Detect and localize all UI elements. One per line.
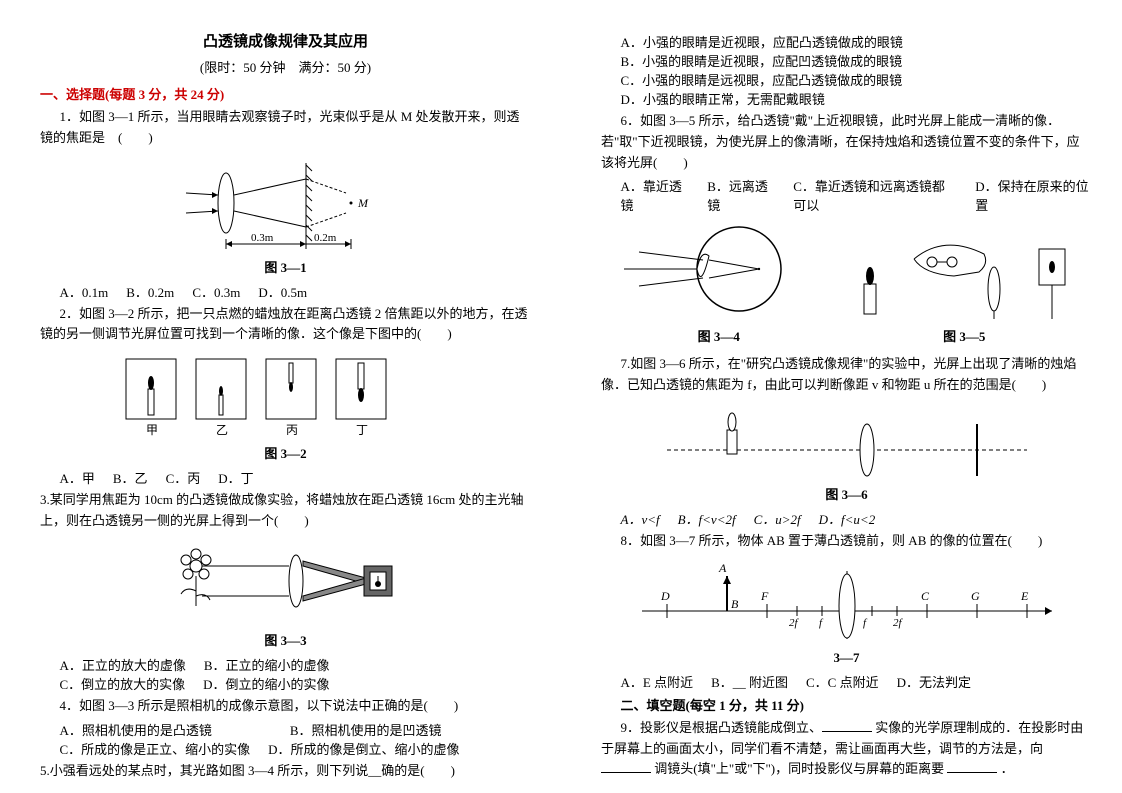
q1-stem: 1．如图 3—1 所示，当用眼睛去观察镜子时，光束似乎是从 M 处发散开来，则透… bbox=[40, 107, 531, 149]
q5-A: A．小强的眼睛是近视眼，应配凸透镜做成的眼镜 bbox=[621, 32, 1093, 51]
q7-stem: 7.如图 3—6 所示，在"研究凸透镜成像规律"的实验中，光屏上出现了清晰的烛焰… bbox=[601, 354, 1092, 396]
q8-C: C．C 点附近 bbox=[806, 672, 879, 691]
fig-3-2: 甲乙丙丁 bbox=[40, 349, 531, 439]
q6-stem: 6．如图 3—5 所示，给凸透镜"戴"上近视眼镜，此时光屏上能成一清晰的像．若"… bbox=[601, 111, 1092, 173]
q6-options: A．靠近透镜 B．远离透镜 C．靠近透镜和远离透镜都可以 D．保持在原来的位置 bbox=[621, 176, 1093, 214]
fig-3-4-label: 图 3—4 bbox=[619, 326, 819, 345]
subtitle: (限时：50 分钟 满分：50 分) bbox=[40, 57, 531, 76]
title: 凸透镜成像规律及其应用 bbox=[40, 30, 531, 51]
q8-stem: 8．如图 3—7 所示，物体 AB 置于薄凸透镜前，则 AB 的像的位置在( ) bbox=[601, 531, 1092, 552]
fig-3-1-label: 图 3—1 bbox=[40, 257, 531, 276]
q6-B: B．远离透镜 bbox=[707, 176, 775, 214]
q5-options: A．小强的眼睛是近视眼，应配凸透镜做成的眼镜 B．小强的眼睛是近视眼，应配凹透镜… bbox=[621, 32, 1093, 108]
label-M: M bbox=[357, 196, 369, 210]
q4-options: A．照相机使用的是凸透镜 B．照相机使用的是凹透镜 C．所成的像是正立、缩小的实像… bbox=[60, 720, 532, 758]
q5-B: B．小强的眼睛是近视眼，应配凹透镜做成的眼镜 bbox=[621, 51, 1093, 70]
q9-blank3[interactable] bbox=[947, 760, 997, 773]
fig-3-5-label: 图 3—5 bbox=[854, 326, 1074, 345]
d2-label: 0.2m bbox=[314, 232, 337, 244]
q7-B: B．f<v<2f bbox=[678, 509, 736, 528]
svg-text:丙: 丙 bbox=[286, 423, 298, 437]
section2-heading: 二、填空题(每空 1 分，共 11 分) bbox=[601, 695, 1092, 714]
svg-text:E: E bbox=[1020, 589, 1029, 603]
fig-3-6 bbox=[601, 400, 1092, 480]
q2-A: A．甲 bbox=[60, 468, 95, 487]
q4-B: B．照相机使用的是凹透镜 bbox=[290, 720, 442, 739]
svg-text:丁: 丁 bbox=[356, 423, 368, 437]
q5-D: D．小强的眼睛正常，无需配戴眼镜 bbox=[621, 89, 1093, 108]
q3-C: C．倒立的放大的实像 bbox=[60, 674, 186, 693]
fig-3-7-label: 3—7 bbox=[601, 650, 1092, 666]
q9: 9．投影仪是根据凸透镜能成倒立、 实像的光学原理制成的．在投影时由于屏幕上的画面… bbox=[601, 718, 1092, 780]
svg-text:D: D bbox=[660, 589, 670, 603]
q4-D: D．所成的像是倒立、缩小的虚像 bbox=[268, 739, 459, 758]
fig-3-1: M 0.3m 0.2m bbox=[40, 153, 531, 253]
svg-text:G: G bbox=[971, 589, 980, 603]
q9-pre: 9．投影仪是根据凸透镜能成倒立、 bbox=[621, 720, 823, 735]
figs-3-4-5: 图 3—4 图 3—5 bbox=[601, 214, 1092, 351]
q9-blank2[interactable] bbox=[601, 760, 651, 773]
svg-text:C: C bbox=[921, 589, 930, 603]
q3-B: B．正立的缩小的虚像 bbox=[204, 655, 330, 674]
svg-text:A: A bbox=[718, 561, 727, 575]
svg-text:甲: 甲 bbox=[146, 423, 158, 437]
q1-B: B．0.2m bbox=[126, 282, 174, 301]
svg-text:f: f bbox=[819, 617, 824, 629]
q2-B: B．乙 bbox=[113, 468, 148, 487]
q8-D: D．无法判定 bbox=[897, 672, 971, 691]
q8-B: B．__ 附近图 bbox=[711, 672, 788, 691]
q2-C: C．丙 bbox=[166, 468, 201, 487]
q1-D: D．0.5m bbox=[258, 282, 307, 301]
q6-D: D．保持在原来的位置 bbox=[975, 176, 1092, 214]
q4-stem: 4．如图 3—3 所示是照相机的成像示意图，以下说法中正确的是( ) bbox=[40, 696, 531, 717]
q8-A: A．E 点附近 bbox=[621, 672, 694, 691]
svg-text:F: F bbox=[760, 589, 769, 603]
q5-stem: 5.小强看远处的某点时，其光路如图 3—4 所示，则下列说__确的是( ) bbox=[40, 761, 531, 782]
fig-3-2-label: 图 3—2 bbox=[40, 443, 531, 462]
q4-C: C．所成的像是正立、缩小的实像 bbox=[60, 739, 251, 758]
fig-3-3 bbox=[40, 536, 531, 626]
q3-A: A．正立的放大的虚像 bbox=[60, 655, 186, 674]
fig-3-6-label: 图 3—6 bbox=[601, 484, 1092, 503]
q4-A: A．照相机使用的是凸透镜 bbox=[60, 720, 212, 739]
q7-options: A．v<f B．f<v<2f C．u>2f D．f<u<2 bbox=[621, 509, 1093, 528]
fig-3-3-label: 图 3—3 bbox=[40, 630, 531, 649]
svg-text:2f: 2f bbox=[789, 617, 800, 629]
q8-options: A．E 点附近 B．__ 附近图 C．C 点附近 D．无法判定 bbox=[621, 672, 1093, 691]
q6-A: A．靠近透镜 bbox=[621, 176, 690, 214]
q7-D: D．f<u<2 bbox=[819, 509, 876, 528]
q1-A: A．0.1m bbox=[60, 282, 109, 301]
q2-stem: 2．如图 3—2 所示，把一只点燃的蜡烛放在距离凸透镜 2 倍焦距以外的地方，在… bbox=[40, 304, 531, 346]
q3-stem: 3.某同学用焦距为 10cm 的凸透镜做成像实验，将蜡烛放在距凸透镜 16cm … bbox=[40, 490, 531, 532]
q3-D: D．倒立的缩小的实像 bbox=[203, 674, 329, 693]
q1-C: C．0.3m bbox=[192, 282, 240, 301]
q3-options: A．正立的放大的虚像 B．正立的缩小的虚像 C．倒立的放大的实像 D．倒立的缩小的实… bbox=[60, 655, 532, 693]
fig-3-7: D A B F 2f f f 2f C G E bbox=[601, 556, 1092, 646]
q2-D: D．丁 bbox=[218, 468, 253, 487]
q7-C: C．u>2f bbox=[754, 509, 801, 528]
q9-end: ． bbox=[1001, 761, 1014, 776]
svg-text:乙: 乙 bbox=[216, 423, 228, 437]
svg-text:2f: 2f bbox=[893, 617, 904, 629]
svg-text:B: B bbox=[731, 597, 739, 611]
q2-options: A．甲 B．乙 C．丙 D．丁 bbox=[60, 468, 532, 487]
q9-mid2: 调镜头(填"上"或"下")，同时投影仪与屏幕的距离要 bbox=[654, 761, 944, 776]
d1-label: 0.3m bbox=[251, 232, 274, 244]
q7-A: A．v<f bbox=[621, 509, 660, 528]
svg-text:f: f bbox=[863, 617, 868, 629]
q1-options: A．0.1m B．0.2m C．0.3m D．0.5m bbox=[60, 282, 532, 301]
q5-C: C．小强的眼睛是远视眼，应配凸透镜做成的眼镜 bbox=[621, 70, 1093, 89]
section1-heading: 一、选择题(每题 3 分，共 24 分) bbox=[40, 84, 531, 103]
q6-C: C．靠近透镜和远离透镜都可以 bbox=[793, 176, 957, 214]
q9-blank1[interactable] bbox=[822, 719, 872, 732]
